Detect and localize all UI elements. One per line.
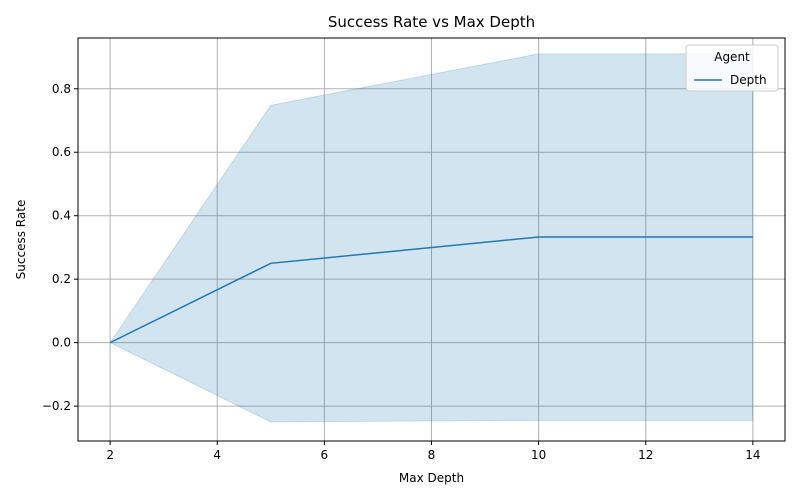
x-tick-label: 4 xyxy=(213,448,221,462)
legend: Agent Depth xyxy=(685,44,779,92)
x-tick-label: 8 xyxy=(428,448,436,462)
y-tick-label: −0.2 xyxy=(42,399,71,413)
legend-entry-depth: Depth xyxy=(730,73,767,87)
x-tick-label: 6 xyxy=(321,448,329,462)
x-tick-label: 10 xyxy=(531,448,546,462)
y-ticks: −0.2 0.0 0.2 0.4 0.6 0.8 xyxy=(42,82,78,413)
y-tick-label: 0.0 xyxy=(52,336,71,350)
y-tick-label: 0.2 xyxy=(52,272,71,286)
x-tick-label: 2 xyxy=(106,448,114,462)
confidence-band-depth xyxy=(109,53,754,423)
chart-title: Success Rate vs Max Depth xyxy=(328,13,535,31)
y-tick-label: 0.6 xyxy=(52,145,71,159)
x-ticks: 2 4 6 8 10 12 14 xyxy=(106,441,761,462)
series-line-depth xyxy=(109,236,753,344)
series-lines xyxy=(109,236,753,344)
grid xyxy=(78,38,785,441)
confidence-bands xyxy=(109,53,754,423)
y-tick-label: 0.4 xyxy=(52,209,71,223)
x-tick-label: 14 xyxy=(745,448,760,462)
y-axis-label: Success Rate xyxy=(14,200,28,280)
y-tick-label: 0.8 xyxy=(52,82,71,96)
x-axis-label: Max Depth xyxy=(399,471,464,485)
x-tick-label: 12 xyxy=(638,448,653,462)
legend-title: Agent xyxy=(714,50,750,64)
